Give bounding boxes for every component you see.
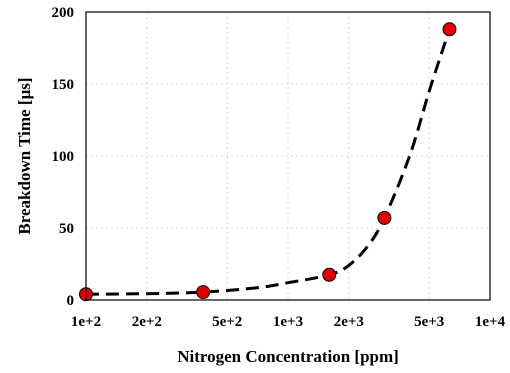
data-point: [377, 210, 392, 225]
x-tick-label: 2e+3: [334, 314, 364, 330]
data-points: [79, 22, 457, 302]
x-axis-title: Nitrogen Concentration [ppm]: [177, 347, 399, 366]
y-tick-label: 150: [52, 77, 75, 93]
data-point: [322, 267, 337, 282]
x-tick-label: 1e+3: [273, 314, 303, 330]
x-tick-labels: 1e+2 2e+2 5e+2 1e+3 2e+3 5e+3 1e+4: [71, 314, 506, 330]
y-tick-label: 200: [52, 5, 75, 21]
x-tick-label: 1e+4: [475, 314, 506, 330]
y-tick-label: 100: [52, 149, 75, 165]
x-tick-label: 2e+2: [132, 314, 162, 330]
y-tick-label: 50: [59, 221, 74, 237]
data-point: [442, 22, 457, 37]
x-tick-label: 1e+2: [71, 314, 101, 330]
y-tick-label: 0: [67, 293, 75, 309]
plot-frame: [85, 11, 491, 301]
y-tick-labels: 0 50 100 150 200: [52, 5, 75, 309]
x-tick-label: 5e+3: [414, 314, 444, 330]
trend-line: [85, 28, 451, 296]
y-axis-title: Breakdown Time [µs]: [15, 77, 34, 234]
x-tick-label: 5e+2: [212, 314, 242, 330]
data-point: [196, 285, 211, 300]
